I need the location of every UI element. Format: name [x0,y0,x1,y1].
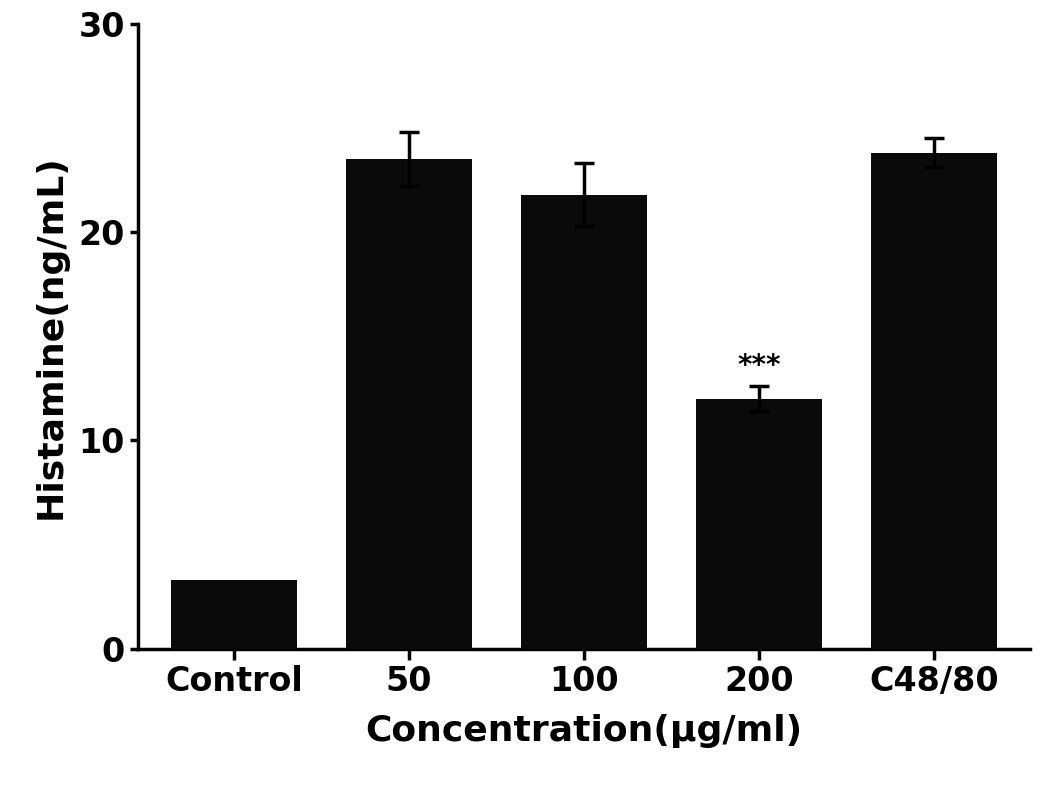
X-axis label: Concentration(μg/ml): Concentration(μg/ml) [365,714,803,748]
Y-axis label: Histamine(ng/mL): Histamine(ng/mL) [33,153,67,519]
Text: ***: *** [737,352,781,380]
Bar [871,153,997,649]
Bar [696,399,822,649]
Bar [521,195,647,649]
Bar [171,580,297,649]
Bar [346,159,473,649]
